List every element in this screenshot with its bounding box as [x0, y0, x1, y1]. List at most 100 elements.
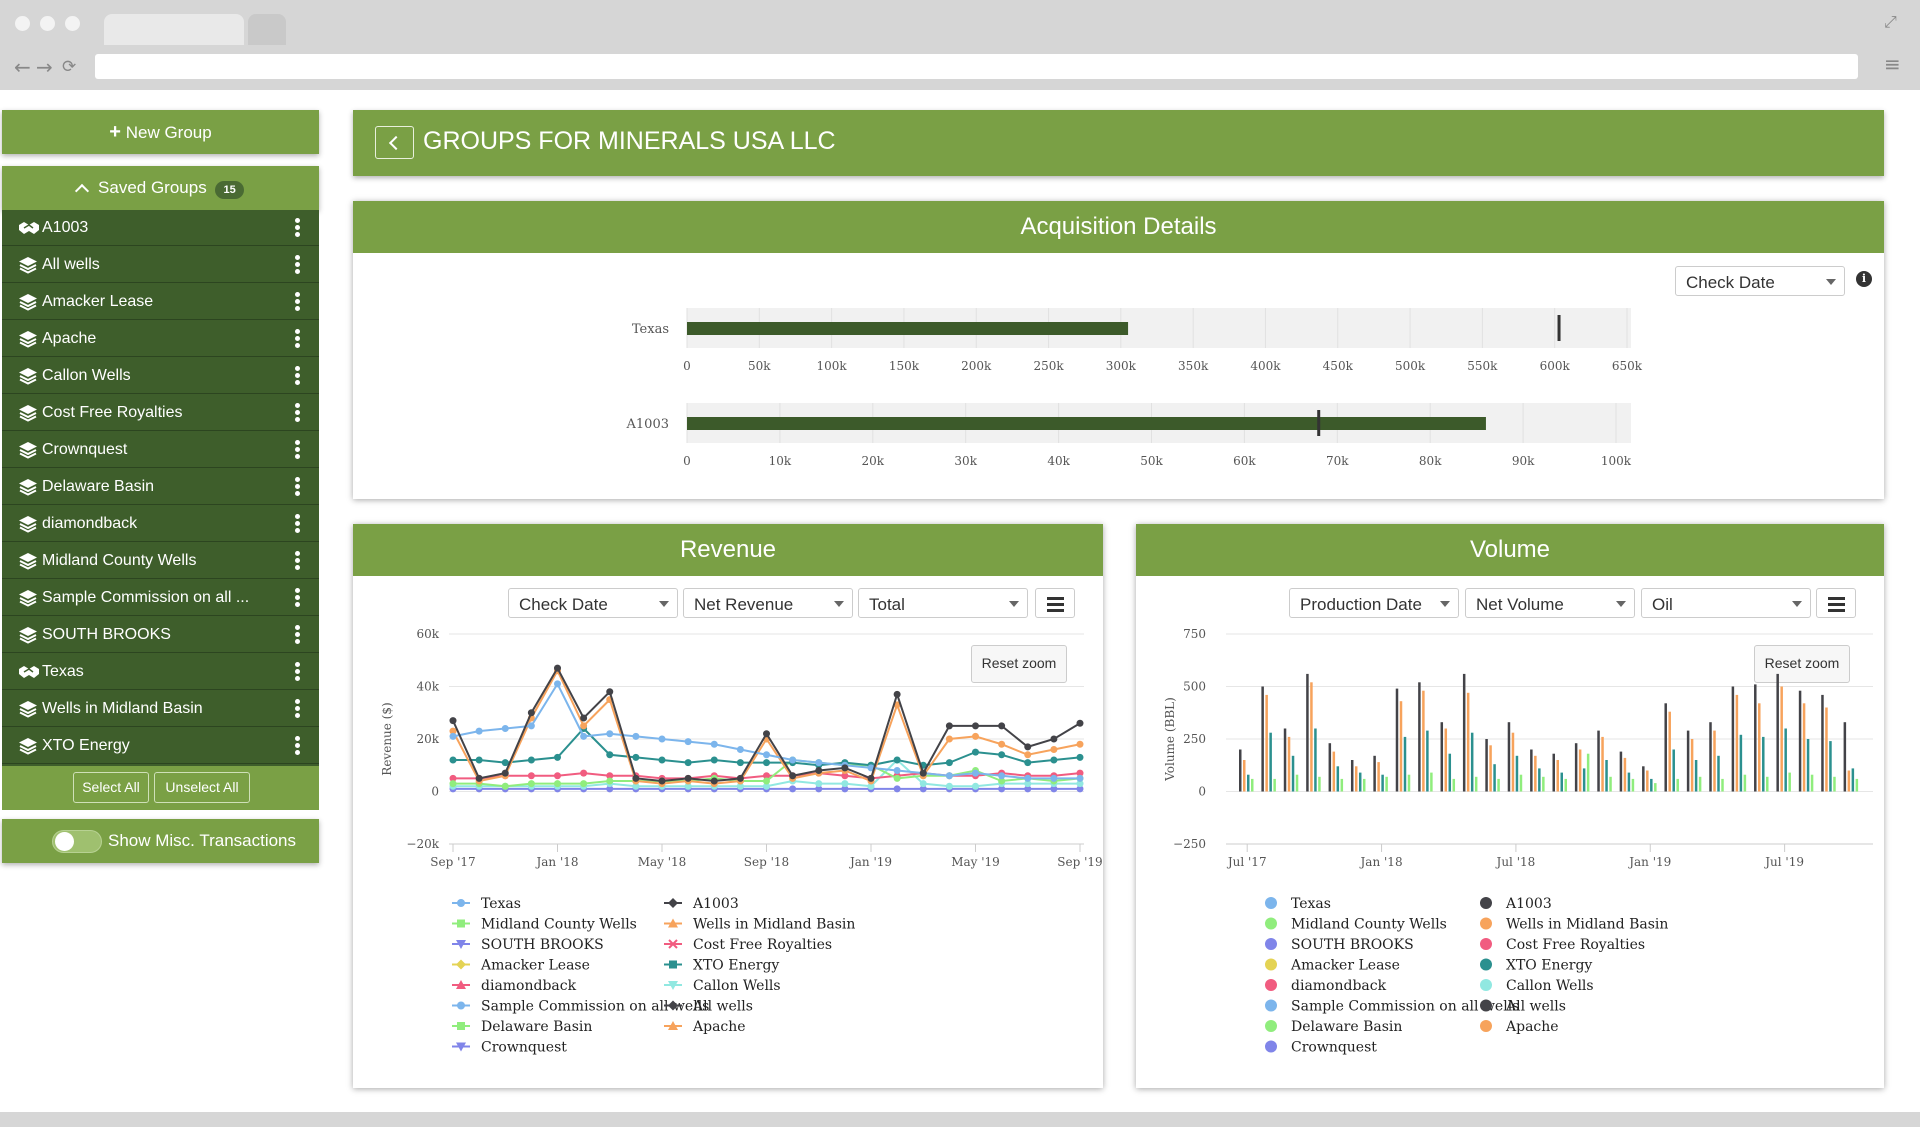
revenue-x-tick-label: Sep '17: [430, 855, 475, 869]
volume-reset-zoom-button[interactable]: Reset zoom: [1754, 645, 1850, 683]
revenue-data-point: [1076, 774, 1084, 782]
revenue-data-point: [580, 722, 588, 730]
revenue-chart-menu-button[interactable]: [1035, 588, 1075, 618]
volume-bar: [1291, 755, 1295, 792]
bullet-tick-label: 350k: [1178, 359, 1209, 373]
revenue-data-point: [501, 782, 509, 790]
sidebar-group-item[interactable]: Midland County Wells: [2, 543, 319, 579]
forward-arrow-icon[interactable]: →: [36, 55, 53, 79]
volume-x-tick-label: Jul '18: [1495, 855, 1536, 869]
browser-tab-new[interactable]: [248, 14, 286, 45]
browser-tab-active[interactable]: [104, 14, 244, 45]
revenue-scope-select-value: Total: [869, 595, 905, 614]
volume-bar: [1358, 772, 1362, 792]
bullet-tick-label: 40k: [1047, 454, 1070, 468]
revenue-reset-zoom-button[interactable]: Reset zoom: [971, 645, 1067, 683]
bullet-tick-label: 650k: [1612, 359, 1643, 373]
sidebar-group-item[interactable]: Wells in Midland Basin: [2, 691, 319, 727]
revenue-data-point: [789, 785, 797, 793]
kebab-menu-icon[interactable]: [295, 439, 301, 461]
revenue-data-point: [554, 780, 561, 788]
revenue-metric-select[interactable]: Net Revenue: [683, 588, 853, 618]
kebab-menu-icon[interactable]: [295, 735, 301, 757]
acquisition-date-select[interactable]: Check Date: [1675, 266, 1845, 296]
sidebar-group-item[interactable]: Amacker Lease: [2, 284, 319, 320]
kebab-menu-icon[interactable]: [295, 624, 301, 646]
kebab-menu-icon[interactable]: [295, 661, 301, 683]
kebab-menu-icon[interactable]: [295, 402, 301, 424]
volume-metric-select[interactable]: Net Volume: [1465, 588, 1635, 618]
volume-date-select[interactable]: Production Date: [1289, 588, 1459, 618]
reload-icon[interactable]: ⟳: [62, 57, 77, 77]
misc-transactions-toggle[interactable]: [52, 830, 102, 853]
sidebar-group-item[interactable]: Crownquest: [2, 432, 319, 468]
legend-item-label: Callon Wells: [693, 978, 781, 994]
legend-item-label: Midland County Wells: [1291, 917, 1447, 933]
kebab-menu-icon[interactable]: [295, 365, 301, 387]
sidebar-group-item[interactable]: Sample Commission on all ...: [2, 580, 319, 616]
kebab-menu-icon[interactable]: [295, 513, 301, 535]
legend-marker: [1480, 1020, 1492, 1032]
volume-chart-menu-button[interactable]: [1816, 588, 1856, 618]
revenue-data-point: [527, 722, 535, 730]
sidebar-group-item[interactable]: Callon Wells: [2, 358, 319, 394]
saved-groups-header[interactable]: Saved Groups 15: [2, 166, 319, 210]
sidebar-group-item[interactable]: Cost Free Royalties: [2, 395, 319, 431]
legend-item-label: Texas: [1291, 896, 1331, 912]
volume-bar: [1350, 760, 1354, 792]
sidebar-group-item[interactable]: XTO Energy: [2, 728, 319, 764]
window-maximize-dot[interactable]: [65, 16, 80, 31]
legend-item-label: Texas: [481, 896, 521, 912]
bullet-tick-label: 250k: [1033, 359, 1064, 373]
sidebar-group-item[interactable]: SOUTH BROOKS: [2, 617, 319, 653]
revenue-date-select[interactable]: Check Date: [508, 588, 678, 618]
address-bar[interactable]: [95, 54, 1858, 79]
legend-item-label: All wells: [692, 999, 753, 1015]
back-arrow-icon[interactable]: ←: [14, 55, 31, 79]
fullscreen-icon[interactable]: ⤢: [1884, 12, 1897, 31]
sidebar-group-item[interactable]: Delaware Basin: [2, 469, 319, 505]
sidebar-group-item[interactable]: Texas: [2, 654, 319, 690]
sidebar-group-item[interactable]: diamondback: [2, 506, 319, 542]
select-all-button[interactable]: Select All: [73, 772, 149, 803]
sidebar-group-item[interactable]: Apache: [2, 321, 319, 357]
kebab-menu-icon[interactable]: [295, 587, 301, 609]
legend-item-label: Crownquest: [1291, 1040, 1377, 1056]
window-minimize-dot[interactable]: [40, 16, 55, 31]
unselect-all-button[interactable]: Unselect All: [154, 772, 250, 803]
revenue-data-point: [945, 782, 953, 790]
info-icon[interactable]: i: [1856, 271, 1872, 287]
kebab-menu-icon[interactable]: [295, 291, 301, 313]
volume-bar: [1377, 762, 1380, 792]
layers-icon: [18, 626, 38, 644]
kebab-menu-icon[interactable]: [295, 550, 301, 572]
volume-bar: [1668, 711, 1671, 792]
legend-marker: [456, 1042, 466, 1052]
new-group-label: New Group: [125, 123, 212, 142]
revenue-scope-select[interactable]: Total: [858, 588, 1028, 618]
revenue-data-point: [684, 738, 692, 746]
kebab-menu-icon[interactable]: [295, 217, 301, 239]
volume-bar: [1239, 749, 1242, 792]
volume-bar: [1418, 682, 1421, 792]
revenue-data-point: [1050, 785, 1058, 793]
new-group-button[interactable]: + New Group: [2, 110, 319, 154]
revenue-data-point: [606, 777, 614, 785]
legend-marker: [457, 919, 465, 928]
revenue-data-point: [972, 722, 979, 730]
kebab-menu-icon[interactable]: [295, 698, 301, 720]
kebab-menu-icon[interactable]: [295, 328, 301, 350]
browser-menu-icon[interactable]: ≡: [1884, 52, 1901, 76]
sidebar-group-item[interactable]: A1003: [2, 210, 319, 246]
sidebar-group-item[interactable]: All wells: [2, 247, 319, 283]
sidebar-group-label: Apache: [42, 330, 97, 347]
volume-product-select[interactable]: Oil: [1641, 588, 1811, 618]
legend-item-label: SOUTH BROOKS: [481, 937, 604, 953]
back-button[interactable]: [375, 126, 414, 159]
volume-bar: [1847, 770, 1851, 792]
kebab-menu-icon[interactable]: [295, 476, 301, 498]
sidebar-group-label: A1003: [42, 219, 89, 236]
kebab-menu-icon[interactable]: [295, 254, 301, 276]
window-close-dot[interactable]: [15, 16, 30, 31]
volume-bar: [1269, 732, 1272, 792]
